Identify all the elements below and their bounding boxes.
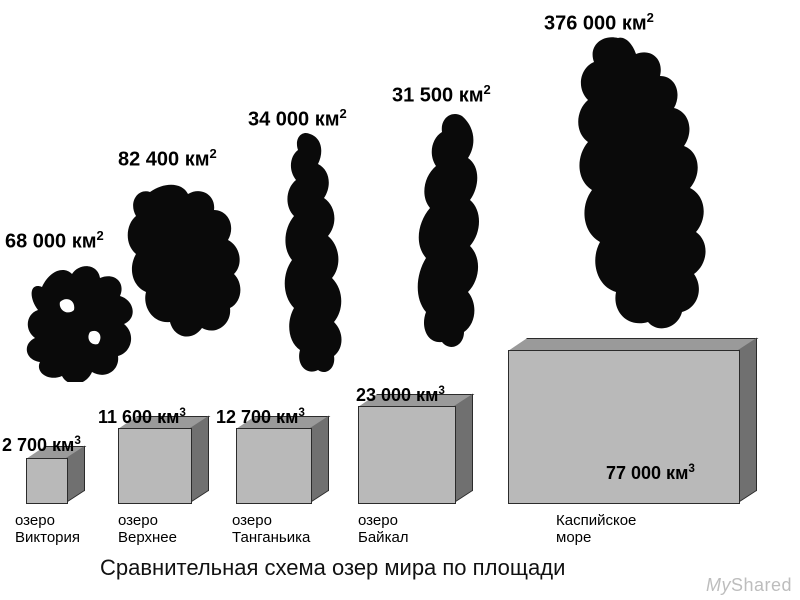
cube-side-face [738,338,757,503]
volume-label-superior: 11 600 км3 [98,406,186,428]
cube-side-face [454,394,473,503]
cube [236,416,328,502]
volume-label-baikal: 23 000 км3 [356,384,445,406]
cube-front-face [118,428,192,504]
volume-label-caspian: 77 000 км3 [606,462,695,484]
watermark: MyShared [706,575,792,596]
cube-front-face [26,458,68,504]
area-label-victoria: 68 000 км2 [5,228,104,254]
name-label-caspian: Каспийское море [556,512,636,547]
chart-title: Сравнительная схема озер мира по площади [100,555,565,581]
cube [118,416,208,502]
volume-label-tanganyika: 12 700 км3 [216,406,305,428]
cube-side-face [310,416,329,503]
area-label-caspian: 376 000 км2 [544,10,654,36]
cube-side-face [190,416,209,503]
volume-label-victoria: 2 700 км3 [2,434,81,456]
area-label-superior: 82 400 км2 [118,146,217,172]
lake-silhouette-caspian [558,32,728,342]
lake-silhouette-baikal [380,108,490,368]
cube [358,394,472,502]
name-label-tanganyika: озеро Танганьика [232,512,310,547]
name-label-superior: озеро Верхнее [118,512,177,547]
lake-silhouette-tanganyika [252,128,352,388]
area-label-baikal: 31 500 км2 [392,82,491,108]
cube-front-face [236,428,312,504]
name-label-baikal: озеро Байкал [358,512,409,547]
lake-silhouette-superior [120,174,250,364]
cube-front-face [358,406,456,504]
name-label-victoria: озеро Виктория [15,512,80,547]
area-label-tanganyika: 34 000 км2 [248,106,347,132]
